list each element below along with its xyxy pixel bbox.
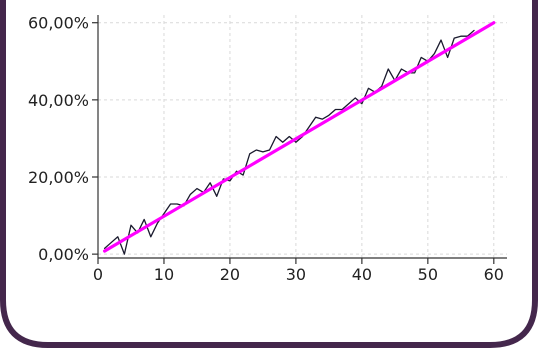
series xyxy=(102,21,496,255)
x-tick-label: 50 xyxy=(418,265,438,284)
x-tick-label: 60 xyxy=(484,265,504,284)
x-tick-label: 0 xyxy=(93,265,103,284)
y-tick-label: 0,00% xyxy=(38,245,89,264)
y-tick-label: 60,00% xyxy=(28,14,89,33)
x-tick-label: 10 xyxy=(154,265,174,284)
x-tick-label: 40 xyxy=(352,265,372,284)
x-tick-label: 30 xyxy=(286,265,306,284)
y-tick-label: 40,00% xyxy=(28,91,89,110)
data-series-line xyxy=(103,29,475,255)
y-tick-label: 20,00% xyxy=(28,168,89,187)
axes xyxy=(92,15,507,264)
x-tick-label: 20 xyxy=(220,265,240,284)
trend-line xyxy=(102,21,496,253)
grid xyxy=(97,15,507,258)
tick-labels: 0 10 20 30 40 50 60 0,00% 20,00% 40,00% 60,00% xyxy=(28,14,504,284)
